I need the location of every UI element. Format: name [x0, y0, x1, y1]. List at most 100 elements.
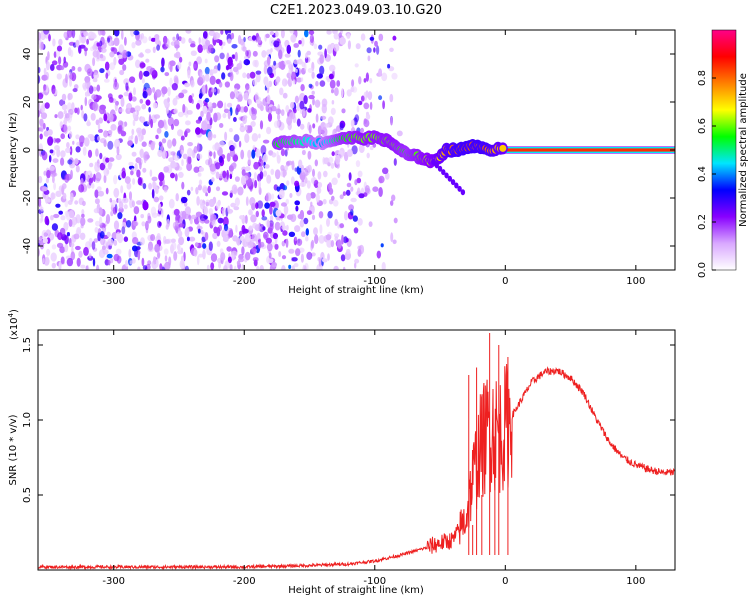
noise-speckle	[39, 118, 44, 127]
noise-speckle	[249, 71, 256, 79]
noise-speckle	[294, 95, 299, 104]
noise-speckle	[142, 167, 147, 173]
noise-speckle	[290, 101, 295, 109]
noise-speckle	[86, 38, 89, 45]
noise-speckle	[38, 102, 41, 110]
noise-speckle	[207, 185, 211, 194]
noise-speckle	[148, 241, 153, 251]
noise-speckle	[102, 109, 107, 115]
noise-speckle	[200, 110, 204, 118]
noise-speckle	[150, 37, 157, 42]
noise-speckle	[333, 32, 339, 40]
trace-branch	[457, 185, 462, 192]
noise-speckle	[263, 76, 269, 86]
noise-speckle	[98, 128, 103, 133]
noise-speckle	[60, 256, 65, 265]
noise-speckle	[129, 76, 136, 83]
noise-speckle	[115, 100, 119, 106]
noise-speckle	[334, 218, 339, 226]
noise-speckle	[396, 130, 403, 137]
noise-speckle	[266, 56, 271, 66]
noise-speckle	[330, 162, 335, 169]
noise-speckle	[319, 80, 326, 87]
trace-branch	[431, 159, 436, 165]
noise-speckle	[69, 79, 72, 87]
noise-speckle	[380, 243, 384, 248]
noise-speckle	[360, 127, 364, 134]
noise-speckle	[121, 170, 126, 179]
noise-speckle	[68, 131, 73, 139]
noise-speckle	[83, 47, 88, 52]
noise-speckle	[130, 170, 134, 176]
noise-speckle	[94, 227, 99, 233]
noise-speckle	[256, 200, 264, 209]
noise-speckle	[293, 263, 299, 268]
noise-speckle	[45, 60, 50, 71]
noise-speckle	[90, 113, 96, 121]
noise-speckle	[266, 242, 273, 252]
noise-speckle	[99, 216, 103, 226]
noise-speckle	[108, 113, 114, 123]
noise-speckle	[109, 62, 116, 71]
noise-speckle	[63, 31, 68, 39]
noise-speckle	[190, 50, 197, 56]
noise-speckle	[113, 220, 120, 230]
y-tick-label: 0.5	[22, 487, 33, 503]
noise-speckle	[202, 84, 206, 95]
noise-speckle	[198, 253, 204, 258]
noise-speckle	[38, 74, 41, 84]
noise-speckle	[197, 228, 201, 234]
noise-speckle	[385, 172, 390, 180]
noise-speckle	[78, 184, 85, 193]
noise-speckle	[158, 195, 164, 201]
snr-xlabel: Height of straight line (km)	[288, 585, 424, 596]
noise-speckle	[182, 153, 188, 160]
noise-speckle	[82, 146, 87, 156]
noise-speckle	[328, 182, 332, 191]
x-tick-label: -200	[233, 576, 256, 587]
noise-speckle	[140, 214, 144, 219]
noise-speckle	[270, 168, 275, 175]
noise-speckle	[134, 163, 138, 172]
noise-speckle	[244, 166, 251, 172]
noise-speckle	[199, 214, 207, 222]
noise-speckle	[217, 217, 224, 224]
noise-speckle	[98, 249, 106, 259]
noise-speckle	[184, 265, 189, 270]
noise-speckle	[260, 145, 267, 155]
noise-speckle	[59, 246, 66, 254]
noise-speckle	[367, 91, 373, 101]
noise-speckle	[42, 237, 48, 244]
noise-speckle	[250, 214, 257, 223]
noise-speckle	[105, 72, 109, 79]
noise-speckle	[132, 111, 136, 119]
noise-speckle	[366, 47, 372, 54]
noise-speckle	[297, 58, 303, 65]
noise-speckle	[203, 206, 208, 216]
noise-speckle	[185, 120, 191, 126]
noise-speckle	[391, 194, 396, 202]
colorbar: 0.0 0.2 0.4 0.6 0.8 Normalized spectral ampl…	[697, 29, 749, 278]
noise-speckle	[300, 123, 305, 130]
noise-speckle	[169, 60, 176, 67]
noise-speckle	[284, 53, 291, 58]
noise-speckle	[166, 218, 170, 228]
noise-speckle	[305, 166, 311, 176]
noise-speckle	[294, 200, 301, 206]
noise-speckle	[60, 215, 66, 221]
noise-speckle	[50, 192, 56, 200]
noise-speckle	[161, 86, 168, 95]
noise-speckle	[283, 185, 288, 191]
noise-speckle	[202, 243, 207, 249]
noise-speckle	[229, 91, 235, 100]
noise-speckle	[80, 217, 86, 226]
noise-speckle	[135, 59, 141, 69]
noise-speckle	[252, 145, 256, 151]
noise-speckle	[170, 172, 175, 179]
noise-speckle	[89, 135, 95, 142]
noise-speckle	[328, 73, 334, 80]
noise-speckle	[381, 72, 388, 82]
noise-speckle	[131, 128, 135, 136]
noise-speckle	[233, 134, 240, 143]
noise-speckle	[118, 58, 125, 65]
